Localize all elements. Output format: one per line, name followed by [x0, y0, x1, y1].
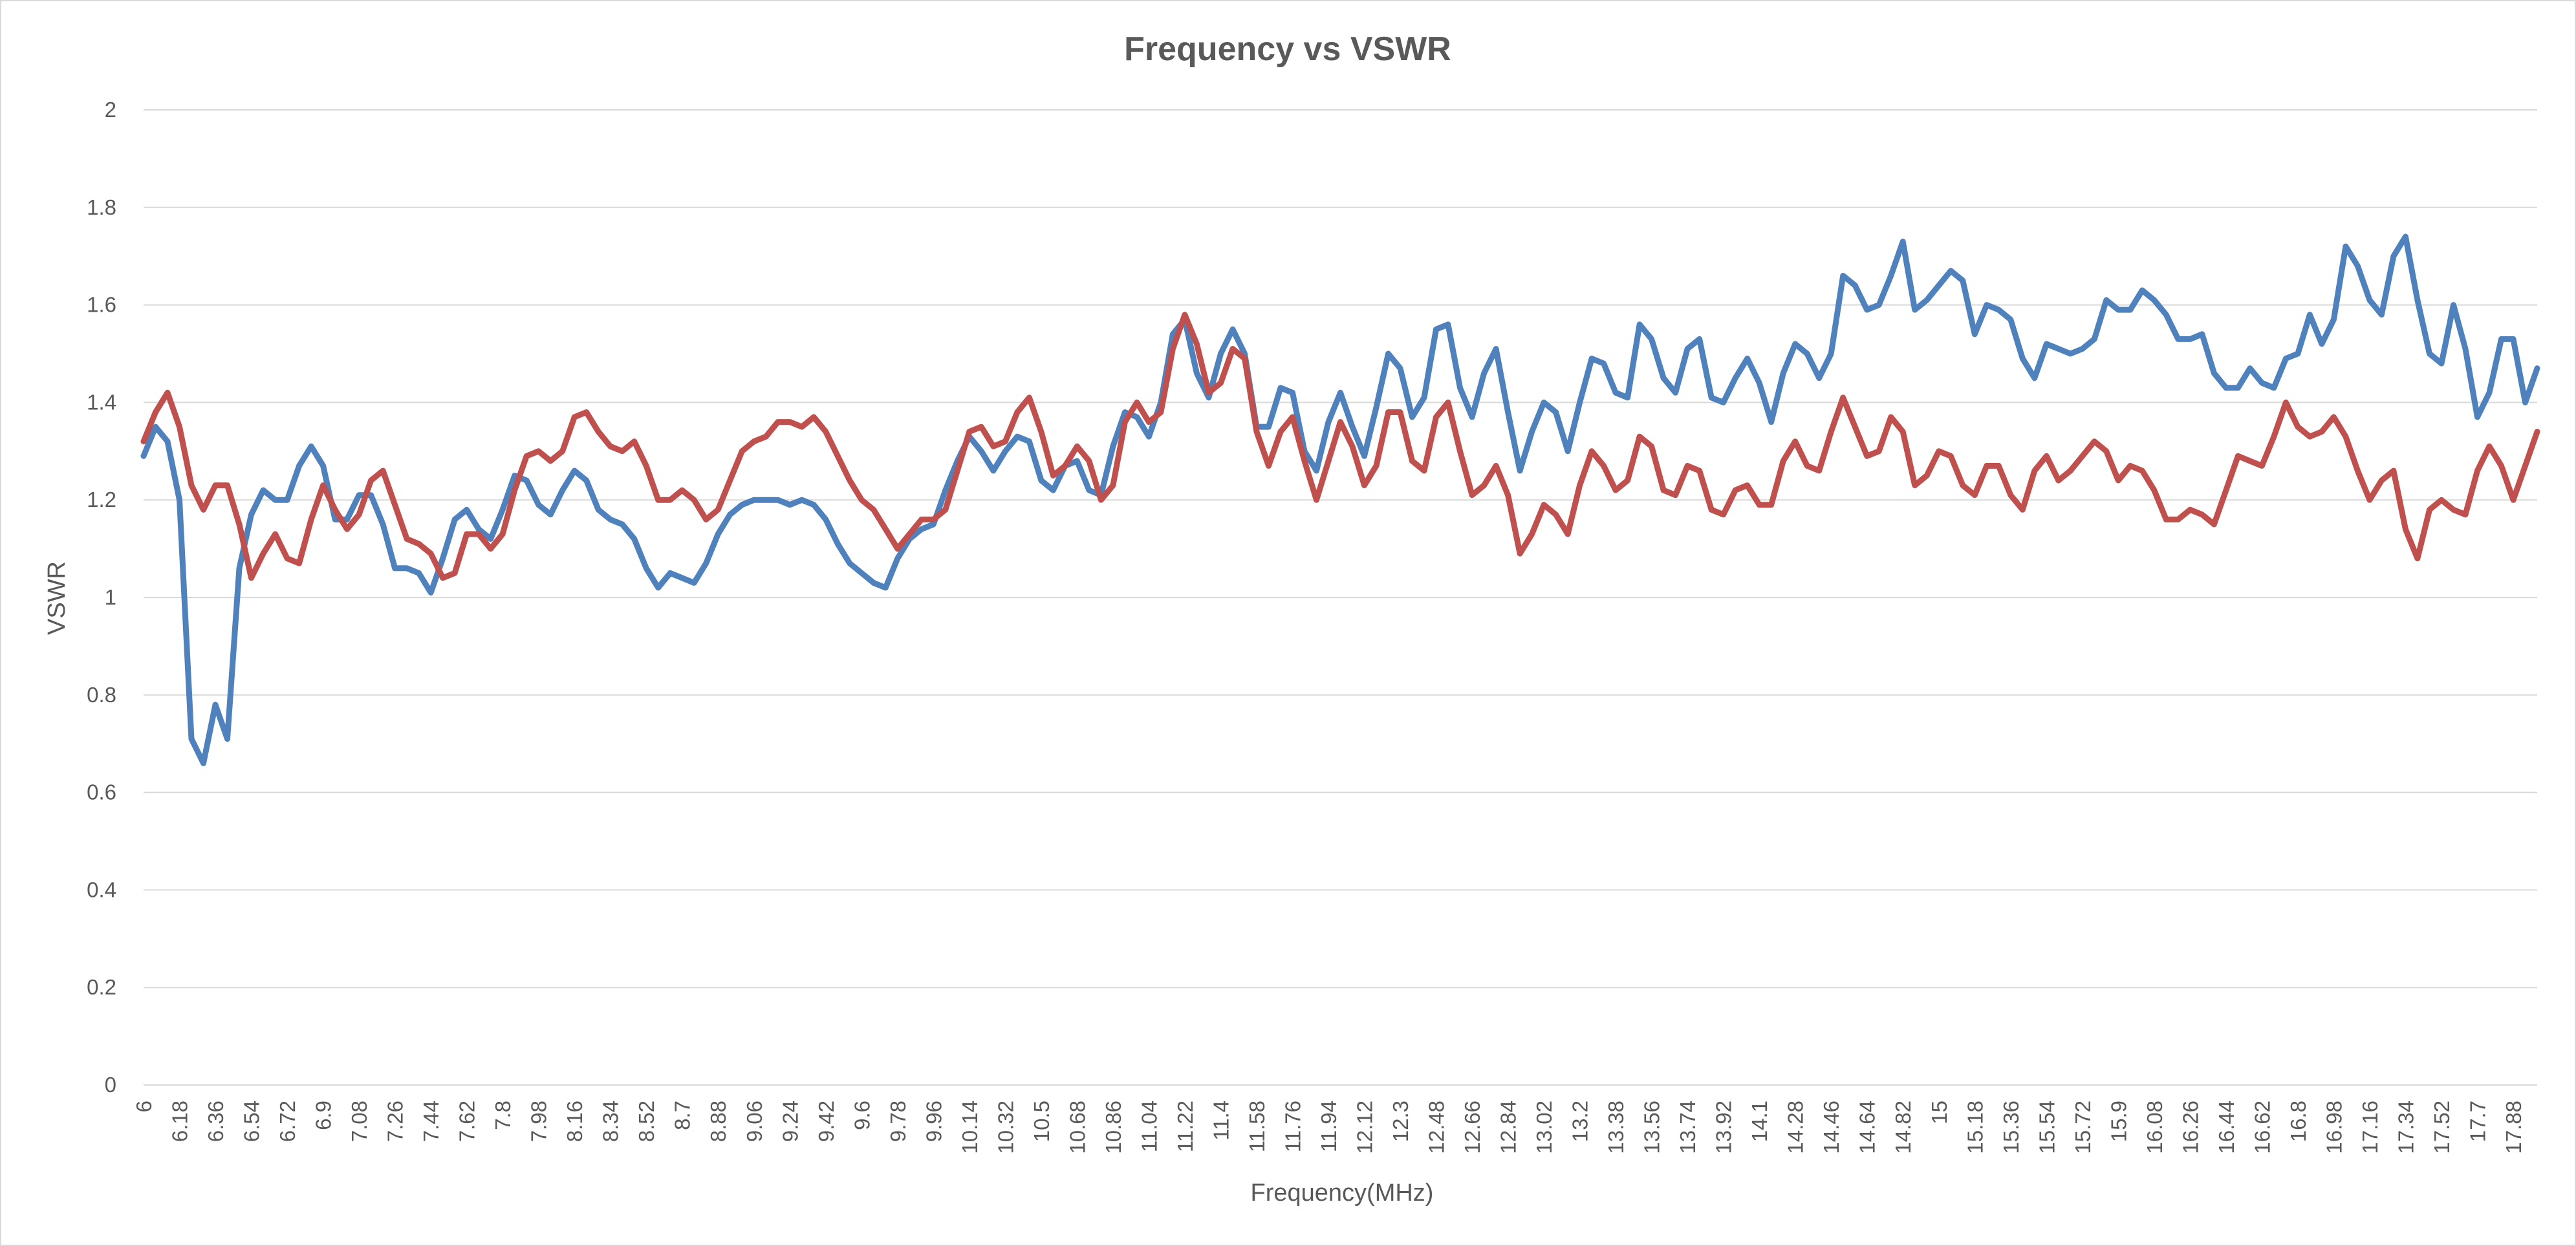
y-tick-label: 1.6 [87, 293, 116, 317]
x-axis-label: Frequency(MHz) [1251, 1179, 1434, 1207]
x-tick-label: 11.04 [1137, 1101, 1161, 1152]
x-tick-label: 16.62 [2250, 1101, 2274, 1154]
y-tick-label: 2 [105, 98, 116, 122]
x-tick-label: 14.28 [1784, 1101, 1808, 1154]
x-tick-label: 17.34 [2394, 1101, 2418, 1154]
x-tick-label: 16.8 [2286, 1101, 2310, 1142]
x-tick-label: 6.18 [168, 1101, 192, 1142]
x-tick-label: 10.86 [1101, 1101, 1125, 1154]
x-tick-label: 6.54 [240, 1101, 264, 1142]
x-tick-label: 15.18 [1963, 1101, 1987, 1154]
chart-title: Frequency vs VSWR [1124, 30, 1451, 68]
x-tick-label: 8.7 [671, 1101, 695, 1130]
x-tick-label: 17.88 [2502, 1101, 2526, 1154]
x-tick-label: 15.9 [2106, 1101, 2130, 1142]
x-tick-label: 13.38 [1604, 1101, 1628, 1154]
x-tick-label: 9.24 [778, 1101, 802, 1142]
x-tick-label: 8.16 [563, 1101, 587, 1142]
x-tick-label: 14.1 [1748, 1101, 1771, 1142]
x-tick-label: 16.44 [2214, 1101, 2238, 1154]
x-tick-label: 11.58 [1245, 1101, 1269, 1152]
x-tick-label: 15.36 [1999, 1101, 2023, 1154]
x-tick-label: 14.82 [1891, 1101, 1915, 1154]
x-tick-label: 11.22 [1173, 1101, 1197, 1152]
x-tick-label: 6.72 [276, 1101, 299, 1142]
x-tick-label: 7.44 [419, 1101, 443, 1142]
x-tick-label: 11.4 [1209, 1101, 1233, 1141]
x-tick-label: 13.74 [1676, 1101, 1700, 1154]
x-tick-label: 13.92 [1712, 1101, 1736, 1154]
x-tick-label: 14.64 [1856, 1101, 1879, 1154]
x-tick-label: 13.2 [1568, 1101, 1592, 1142]
series-line-red [140, 312, 2540, 581]
x-tick-label: 13.02 [1532, 1101, 1556, 1154]
x-tick-label: 8.88 [706, 1101, 730, 1142]
x-tick-label: 17.52 [2430, 1101, 2454, 1154]
x-tick-label: 8.34 [599, 1101, 623, 1142]
y-tick-label: 0.6 [87, 780, 116, 804]
x-tick-label: 6.36 [204, 1101, 228, 1142]
x-tick-label: 7.62 [455, 1101, 479, 1142]
y-tick-label: 0.2 [87, 975, 116, 999]
y-tick-labels: 0 0.2 0.4 0.6 0.8 1 1.2 1.4 1.6 1.8 2 [87, 98, 116, 1097]
gridlines [144, 109, 2537, 1086]
x-tick-label: 6.9 [312, 1101, 336, 1130]
series-line-blue [140, 233, 2540, 766]
x-tick-label: 16.26 [2178, 1101, 2202, 1154]
x-tick-label: 16.98 [2322, 1101, 2346, 1154]
y-tick-label: 1.2 [87, 488, 116, 511]
x-tick-label: 6 [132, 1101, 156, 1112]
x-tick-label: 9.96 [922, 1101, 946, 1142]
x-tick-label: 10.14 [958, 1101, 982, 1154]
x-tick-label: 17.16 [2358, 1101, 2382, 1154]
x-tick-label: 15 [1927, 1101, 1951, 1124]
series-lines [140, 233, 2540, 766]
x-tick-labels: 6 6.18 6.36 6.54 6.72 6.9 7.08 7.26 7.44 7.62 7.8 7… [132, 1101, 2526, 1154]
y-tick-label: 1.8 [87, 195, 116, 219]
x-tick-label: 7.08 [347, 1101, 371, 1142]
y-tick-label: 1 [105, 585, 116, 609]
x-tick-label: 14.46 [1819, 1101, 1843, 1154]
x-tick-label: 12.66 [1460, 1101, 1484, 1154]
x-tick-label: 10.5 [1030, 1101, 1054, 1142]
x-tick-label: 9.06 [742, 1101, 766, 1142]
x-tick-label: 15.72 [2071, 1101, 2095, 1154]
x-tick-label: 7.98 [527, 1101, 551, 1142]
x-tick-label: 9.42 [814, 1101, 838, 1142]
y-tick-label: 1.4 [87, 390, 116, 414]
y-axis-label: VSWR [43, 561, 70, 635]
x-tick-label: 7.8 [491, 1101, 515, 1130]
x-tick-label: 10.68 [1065, 1101, 1089, 1154]
y-tick-label: 0 [105, 1073, 116, 1097]
x-tick-label: 12.12 [1353, 1101, 1377, 1154]
x-tick-label: 12.3 [1389, 1101, 1412, 1142]
y-tick-label: 0.4 [87, 877, 116, 901]
y-tick-label: 0.8 [87, 683, 116, 707]
x-tick-label: 10.32 [993, 1101, 1017, 1154]
x-tick-label: 13.56 [1640, 1101, 1664, 1154]
x-tick-label: 9.78 [886, 1101, 910, 1142]
x-tick-label: 15.54 [2035, 1101, 2059, 1154]
x-tick-label: 9.6 [850, 1101, 874, 1130]
x-tick-label: 11.76 [1281, 1101, 1304, 1152]
x-tick-label: 17.7 [2465, 1101, 2489, 1142]
x-tick-label: 16.08 [2143, 1101, 2167, 1154]
x-tick-label: 12.84 [1497, 1101, 1521, 1154]
x-tick-label: 12.48 [1425, 1101, 1449, 1154]
x-tick-label: 11.94 [1317, 1101, 1341, 1152]
x-tick-label: 8.52 [634, 1101, 658, 1142]
x-tick-label: 7.26 [384, 1101, 407, 1142]
